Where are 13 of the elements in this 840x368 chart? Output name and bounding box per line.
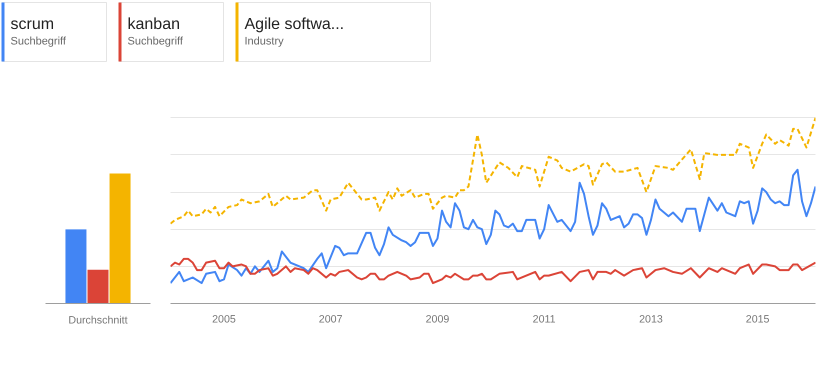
x-tick-label: 2015	[746, 314, 770, 326]
legend-label: Agile softwa...	[244, 16, 344, 33]
text: Industry	[244, 36, 284, 48]
x-tick-label: Durchschnitt	[68, 314, 128, 326]
legend-label: scrum	[10, 16, 54, 33]
x-tick-label: 2007	[318, 314, 343, 326]
x-tick-label: 2013	[639, 314, 663, 326]
legend-label: kanban	[128, 16, 180, 33]
x-tick-label: 2005	[212, 314, 236, 326]
x-tick-label: 2011	[532, 314, 556, 326]
x-tick-label: 2009	[426, 314, 450, 326]
text: Suchbegriff	[128, 36, 184, 48]
text: Suchbegriff	[10, 36, 67, 48]
